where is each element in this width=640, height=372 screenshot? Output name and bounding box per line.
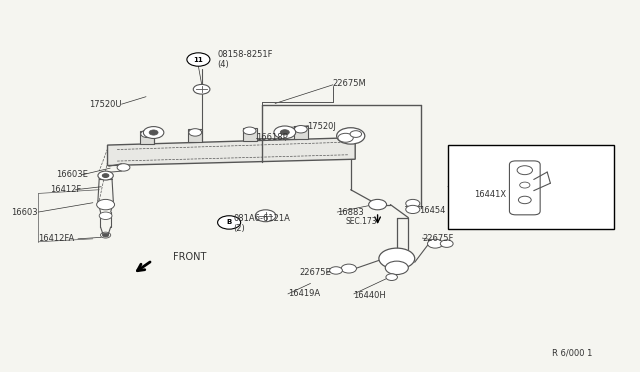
Polygon shape [140,131,154,144]
Text: R 6/000 1: R 6/000 1 [552,348,592,357]
Circle shape [243,127,256,135]
Circle shape [350,131,362,137]
Circle shape [341,264,356,273]
Circle shape [102,233,109,237]
Circle shape [520,182,530,188]
Text: 08158-8251F
(4): 08158-8251F (4) [218,50,273,69]
Circle shape [193,84,210,94]
Circle shape [149,130,158,135]
Text: 16440H: 16440H [353,291,386,300]
Text: 16454: 16454 [419,206,445,215]
Text: 16441X: 16441X [474,190,506,199]
Circle shape [141,130,154,138]
Text: 16883: 16883 [337,208,364,217]
Text: 16603: 16603 [12,208,38,217]
Circle shape [379,248,415,269]
Circle shape [102,174,109,177]
Text: B: B [227,219,232,225]
Circle shape [386,274,397,280]
Circle shape [99,212,112,219]
Circle shape [294,125,307,133]
Circle shape [337,128,365,144]
Text: 11: 11 [193,57,204,62]
Bar [448,145,614,229]
Circle shape [385,261,408,275]
Text: FRONT: FRONT [173,252,206,262]
Circle shape [143,126,164,138]
Text: 16419A: 16419A [288,289,320,298]
Circle shape [218,216,241,229]
Circle shape [440,240,453,247]
Text: 17520U: 17520U [89,100,122,109]
Polygon shape [243,128,257,141]
Text: 16412F: 16412F [50,185,81,194]
Circle shape [255,210,276,222]
Circle shape [97,199,115,210]
Text: 22675E: 22675E [300,268,332,277]
Text: 081A6-6121A
(2): 081A6-6121A (2) [234,214,291,233]
Text: 17520J: 17520J [307,122,336,131]
Circle shape [406,205,420,214]
Circle shape [187,53,210,66]
FancyBboxPatch shape [509,161,540,215]
Circle shape [189,129,202,136]
Circle shape [406,199,420,208]
Text: 22675M: 22675M [333,79,367,88]
Text: SEC.173: SEC.173 [346,217,377,226]
Text: 16603E: 16603E [56,170,88,179]
Circle shape [518,196,531,204]
Circle shape [369,199,387,210]
Polygon shape [188,129,202,142]
Circle shape [338,133,353,142]
Polygon shape [108,138,355,166]
Text: 22675F: 22675F [422,234,454,243]
Circle shape [428,239,443,248]
Circle shape [517,166,532,175]
Circle shape [280,130,289,135]
Circle shape [330,267,342,274]
Polygon shape [294,126,308,139]
Text: 16618P: 16618P [256,133,288,142]
Circle shape [274,126,296,139]
Text: 16412FA: 16412FA [38,234,75,243]
Circle shape [117,164,130,171]
Circle shape [98,171,113,180]
